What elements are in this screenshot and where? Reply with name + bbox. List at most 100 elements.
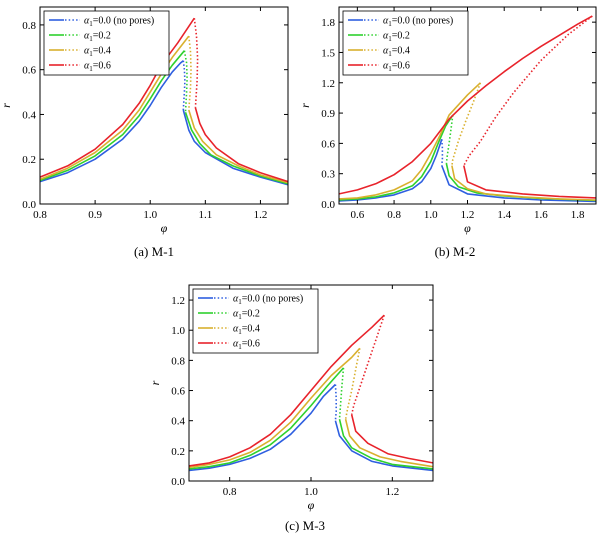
series-line-dotted-3 [344, 348, 361, 420]
series-line-dotted-4 [463, 15, 593, 166]
legend-alpha-symbol: α [233, 324, 239, 335]
legend-value: =0.4 [93, 46, 111, 57]
y-tick-label: 0.2 [171, 446, 185, 458]
legend-value: =0.4 [392, 46, 410, 57]
series-line-upper-1 [40, 60, 184, 183]
y-tick-label: 0.8 [22, 20, 36, 32]
legend-subscript: 1 [89, 65, 93, 73]
series-line-lower-4 [350, 414, 433, 464]
series-line-upper-4 [339, 15, 593, 195]
x-tick-label: 1.0 [304, 486, 318, 498]
legend-label: α1=0.2 [84, 31, 111, 44]
legend-label: α1=0.4 [84, 46, 111, 59]
x-axis-label: φ [308, 498, 315, 512]
legend-alpha-symbol: α [383, 61, 389, 72]
y-tick-label: 0.3 [321, 169, 335, 181]
x-tick-label: 1.4 [497, 209, 511, 221]
series-line-upper-1 [189, 383, 336, 472]
series-line-lower-3 [344, 419, 433, 468]
y-axis-label: r [298, 103, 312, 108]
series-line-dotted-3 [188, 36, 192, 111]
legend-value: =0.2 [392, 31, 410, 42]
y-tick-label: 1.8 [321, 17, 335, 29]
legend-alpha-symbol: α [84, 31, 90, 42]
x-tick-label: 1.2 [254, 209, 268, 221]
series-line-lower-1 [441, 165, 596, 203]
y-tick-label: 1.2 [321, 78, 335, 90]
legend-alpha-symbol: α [233, 294, 239, 305]
legend-subscript: 1 [388, 65, 392, 73]
y-tick-label: 0.9 [321, 108, 335, 120]
legend-value: =0.2 [93, 31, 111, 42]
y-tick-label: 0.0 [321, 199, 335, 211]
y-axis-label: r [148, 380, 162, 385]
x-tick-label: 1.6 [534, 209, 548, 221]
series-line-lower-1 [334, 420, 433, 472]
plot-frame [39, 6, 289, 205]
y-tick-label: 0.6 [22, 65, 36, 77]
x-tick-label: 1.0 [424, 209, 438, 221]
series-group [339, 15, 596, 203]
legend-box [43, 10, 170, 76]
chart-panel-2: 0.6 0.8 1.0 1.2 1.4 1.6 1.8 0.0 0.3 0.6 0.9 1.2 1.5 1… [298, 6, 597, 259]
legend-label: α1=0.6 [233, 339, 260, 352]
legend-alpha-symbol: α [233, 339, 239, 350]
x-tick-label: 0.9 [88, 209, 102, 221]
legend-subscript: 1 [238, 343, 242, 351]
x-tick-label: 0.8 [387, 209, 401, 221]
legend-value: =0.4 [242, 324, 260, 335]
y-tick-label: 0.2 [22, 154, 36, 166]
series-line-lower-4 [463, 165, 596, 199]
legend-label: α1=0.4 [383, 46, 410, 59]
legend-label: α1=0.6 [84, 61, 111, 74]
y-tick-label: 0.4 [171, 416, 185, 428]
legend-box [342, 10, 469, 76]
x-axis-label: φ [161, 221, 168, 235]
series-line-lower-2 [338, 419, 433, 470]
legend-label: α1=0.2 [233, 309, 260, 322]
series-line-lower-3 [451, 165, 596, 201]
legend-value: =0.6 [242, 339, 260, 350]
series-line-dotted-1 [441, 139, 444, 166]
legend-alpha-symbol: α [84, 61, 90, 72]
legend-alpha-symbol: α [84, 46, 90, 57]
legend-value: =0.6 [93, 61, 111, 72]
x-tick-label: 1.2 [461, 209, 475, 221]
x-axis-label: φ [464, 221, 471, 235]
y-tick-label: 1.0 [171, 325, 185, 337]
x-tick-label: 0.8 [223, 486, 237, 498]
x-tick-label: 1.2 [385, 486, 399, 498]
x-tick-label: 0.6 [350, 209, 364, 221]
legend-value: =0.2 [242, 309, 260, 320]
series-line-dotted-4 [193, 18, 199, 108]
series-line-lower-1 [182, 109, 288, 186]
legend-label: α1=0.0 (no pores) [233, 294, 303, 307]
legend-subscript: 1 [388, 20, 392, 28]
x-tick-label: 0.8 [33, 209, 47, 221]
legend-value: =0.0 (no pores) [392, 16, 453, 27]
legend-subscript: 1 [388, 35, 392, 43]
y-tick-label: 0.0 [171, 476, 185, 488]
series-line-lower-3 [188, 109, 288, 184]
series-line-upper-2 [339, 114, 454, 201]
legend-subscript: 1 [89, 20, 93, 28]
y-axis-label: r [0, 103, 13, 108]
x-tick-label: 1.8 [571, 209, 585, 221]
legend-label: α1=0.4 [233, 324, 260, 337]
series-group [189, 314, 433, 472]
y-tick-label: 0.6 [171, 386, 185, 398]
x-tick-label: 1.0 [143, 209, 157, 221]
series-line-upper-1 [339, 139, 443, 202]
legend-alpha-symbol: α [233, 309, 239, 320]
x-tick-label: 1.1 [198, 209, 212, 221]
series-line-upper-4 [189, 314, 385, 467]
legend-label: α1=0.0 (no pores) [383, 16, 453, 29]
legend-alpha-symbol: α [383, 46, 389, 57]
legend-label: α1=0.0 (no pores) [84, 16, 154, 29]
legend-value: =0.6 [392, 61, 410, 72]
legend-alpha-symbol: α [383, 31, 389, 42]
legend-value: =0.0 (no pores) [242, 294, 303, 305]
